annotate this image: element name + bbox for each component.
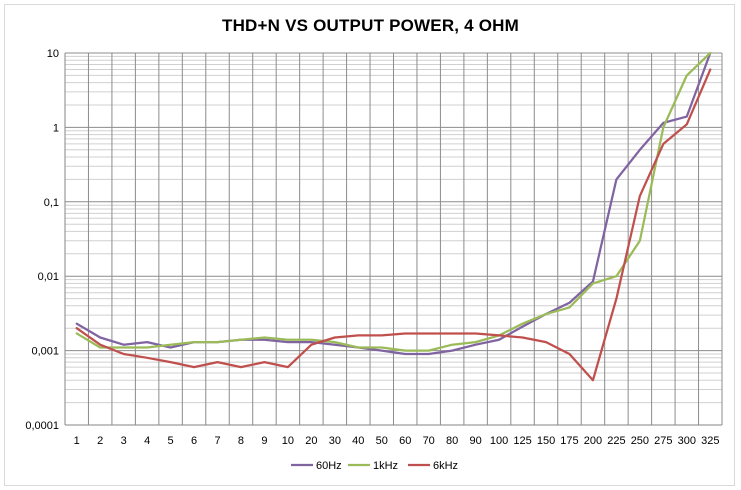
legend-label-6khz: 6kHz: [433, 460, 458, 472]
series-line-60hz: [75, 51, 712, 356]
x-tick-label: 225: [607, 435, 625, 447]
x-tick-label: 8: [238, 435, 244, 447]
x-tick-label: 300: [678, 435, 696, 447]
x-tick-label: 1: [74, 435, 80, 447]
x-tick-label: 50: [376, 435, 388, 447]
x-tick-label: 3: [121, 435, 127, 447]
y-tick-label: 10: [47, 48, 59, 60]
x-tick-label: 325: [701, 435, 719, 447]
legend: 60Hz 1kHz 6kHz: [291, 460, 458, 472]
x-tick-label: 20: [305, 435, 317, 447]
x-tick-label: 6: [191, 435, 197, 447]
x-tick-label: 7: [214, 435, 220, 447]
x-tick-label: 90: [470, 435, 482, 447]
x-tick-label: 30: [329, 435, 341, 447]
x-tick-label: 9: [261, 435, 267, 447]
x-tick-label: 4: [144, 435, 150, 447]
legend-label-60hz: 60Hz: [316, 460, 342, 472]
x-tick-label: 40: [352, 435, 364, 447]
x-tick-label: 60: [399, 435, 411, 447]
y-tick-label: 0,0001: [25, 420, 59, 432]
x-tick-label: 175: [560, 435, 578, 447]
x-tick-label: 70: [423, 435, 435, 447]
x-tick-label: 275: [654, 435, 672, 447]
x-tick-label: 200: [584, 435, 602, 447]
y-tick-label: 0,01: [38, 271, 59, 283]
y-tick-label: 1: [53, 122, 59, 134]
chart-frame: [4, 4, 735, 486]
x-tick-label: 100: [490, 435, 508, 447]
x-tick-label: 2: [97, 435, 103, 447]
grid: [64, 52, 723, 426]
legend-label-1khz: 1kHz: [373, 460, 398, 472]
y-tick-label: 0,1: [44, 197, 59, 209]
x-tick-label: 150: [537, 435, 555, 447]
x-tick-label: 250: [631, 435, 649, 447]
x-tick-label: 125: [513, 435, 531, 447]
chart-title: THD+N VS OUTPUT POWER, 4 OHM: [222, 16, 519, 35]
x-tick-label: 5: [168, 435, 174, 447]
series-line-6khz: [75, 68, 712, 382]
axis-ticks: 0,0001 0,001 0,01 0,1 1 10 1 2 3 4 5 6 7 8 9 10 20 30 40 50…: [25, 48, 719, 447]
x-tick-label: 10: [282, 435, 294, 447]
series-lines: [75, 51, 712, 382]
y-tick-label: 0,001: [31, 346, 59, 358]
series-line-1khz: [75, 51, 712, 352]
x-tick-label: 80: [446, 435, 458, 447]
